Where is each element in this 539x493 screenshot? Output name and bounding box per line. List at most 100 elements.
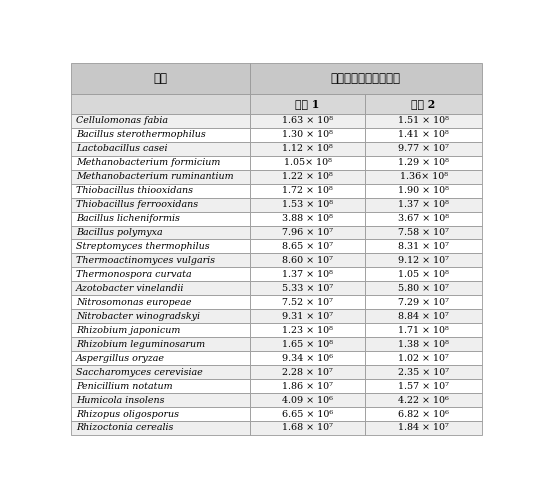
Text: 2.35 × 10⁷: 2.35 × 10⁷: [398, 368, 449, 377]
Bar: [250, 351, 365, 365]
Bar: [71, 128, 250, 142]
Text: Bacillus sterothermophilus: Bacillus sterothermophilus: [75, 130, 205, 139]
Text: 9.31 × 10⁷: 9.31 × 10⁷: [282, 312, 333, 321]
Text: 1.71 × 10⁸: 1.71 × 10⁸: [398, 326, 449, 335]
Bar: [250, 253, 365, 267]
Bar: [365, 170, 482, 183]
Bar: [365, 94, 482, 114]
Bar: [71, 379, 250, 393]
Text: 1.05 × 10⁸: 1.05 × 10⁸: [398, 270, 449, 279]
Text: 5.80 × 10⁷: 5.80 × 10⁷: [398, 284, 449, 293]
Text: 2.28 × 10⁷: 2.28 × 10⁷: [282, 368, 333, 377]
Text: Rhizobium leguminosarum: Rhizobium leguminosarum: [75, 340, 205, 349]
Bar: [71, 337, 250, 351]
Bar: [250, 407, 365, 421]
Text: 7.96 × 10⁷: 7.96 × 10⁷: [282, 228, 333, 237]
Bar: [71, 295, 250, 309]
Text: 1.90 × 10⁸: 1.90 × 10⁸: [398, 186, 449, 195]
Text: 1.72 × 10⁸: 1.72 × 10⁸: [282, 186, 333, 195]
Text: 1.68 × 10⁷: 1.68 × 10⁷: [282, 423, 333, 432]
Bar: [71, 407, 250, 421]
Text: Saccharomyces cerevisiae: Saccharomyces cerevisiae: [75, 368, 203, 377]
Bar: [250, 337, 365, 351]
Text: Thermonospora curvata: Thermonospora curvata: [75, 270, 191, 279]
Bar: [250, 393, 365, 407]
Text: 1.38 × 10⁸: 1.38 × 10⁸: [398, 340, 449, 349]
Bar: [71, 421, 250, 435]
Bar: [365, 365, 482, 379]
Bar: [365, 198, 482, 211]
Bar: [250, 94, 365, 114]
Bar: [365, 114, 482, 128]
Text: 1.12 × 10⁸: 1.12 × 10⁸: [282, 144, 333, 153]
Bar: [365, 142, 482, 156]
Bar: [250, 183, 365, 198]
Bar: [71, 267, 250, 282]
Text: Streptomyces thermophilus: Streptomyces thermophilus: [75, 242, 209, 251]
Bar: [250, 170, 365, 183]
Bar: [365, 393, 482, 407]
Bar: [250, 379, 365, 393]
Bar: [365, 323, 482, 337]
Text: 9.34 × 10⁶: 9.34 × 10⁶: [282, 353, 333, 363]
Bar: [365, 240, 482, 253]
Bar: [71, 94, 250, 114]
Bar: [365, 156, 482, 170]
Bar: [71, 240, 250, 253]
Bar: [71, 365, 250, 379]
Bar: [365, 337, 482, 351]
Bar: [71, 282, 250, 295]
Bar: [250, 365, 365, 379]
Bar: [71, 170, 250, 183]
Bar: [71, 156, 250, 170]
Text: 批次 1: 批次 1: [295, 99, 320, 109]
Bar: [250, 128, 365, 142]
Bar: [250, 225, 365, 240]
Bar: [250, 240, 365, 253]
Text: Rhizobium japonicum: Rhizobium japonicum: [75, 326, 180, 335]
Text: 1.41 × 10⁸: 1.41 × 10⁸: [398, 130, 449, 139]
Bar: [365, 128, 482, 142]
Bar: [71, 253, 250, 267]
Text: 7.52 × 10⁷: 7.52 × 10⁷: [282, 298, 333, 307]
Bar: [365, 267, 482, 282]
Text: 1.05× 10⁸: 1.05× 10⁸: [284, 158, 331, 167]
Text: Aspergillus oryzae: Aspergillus oryzae: [75, 353, 165, 363]
Text: Cellulomonas fabia: Cellulomonas fabia: [75, 116, 168, 125]
Bar: [71, 393, 250, 407]
Bar: [365, 351, 482, 365]
Bar: [250, 267, 365, 282]
Bar: [71, 351, 250, 365]
Bar: [250, 114, 365, 128]
Bar: [250, 309, 365, 323]
Text: Methanobacterium ruminantium: Methanobacterium ruminantium: [75, 172, 233, 181]
Text: Nitrobacter winogradskyi: Nitrobacter winogradskyi: [75, 312, 200, 321]
Bar: [365, 211, 482, 225]
Text: Rhizopus oligosporus: Rhizopus oligosporus: [75, 410, 179, 419]
Bar: [250, 323, 365, 337]
Bar: [71, 211, 250, 225]
Text: 1.02 × 10⁷: 1.02 × 10⁷: [398, 353, 449, 363]
Text: 1.57 × 10⁷: 1.57 × 10⁷: [398, 382, 449, 390]
Bar: [250, 282, 365, 295]
Text: Lactobacillus casei: Lactobacillus casei: [75, 144, 167, 153]
Bar: [250, 156, 365, 170]
Bar: [250, 142, 365, 156]
Text: 1.29 × 10⁸: 1.29 × 10⁸: [398, 158, 449, 167]
Text: 8.84 × 10⁷: 8.84 × 10⁷: [398, 312, 449, 321]
Text: 1.53 × 10⁸: 1.53 × 10⁸: [282, 200, 333, 209]
Text: 1.37 × 10⁸: 1.37 × 10⁸: [282, 270, 333, 279]
Text: Bacillus polymyxa: Bacillus polymyxa: [75, 228, 162, 237]
Bar: [365, 253, 482, 267]
Text: Thiobacillus ferrooxidans: Thiobacillus ferrooxidans: [75, 200, 198, 209]
Bar: [250, 211, 365, 225]
Bar: [250, 295, 365, 309]
Text: 9.77 × 10⁷: 9.77 × 10⁷: [398, 144, 449, 153]
Text: 3.88 × 10⁸: 3.88 × 10⁸: [282, 214, 333, 223]
Bar: [365, 225, 482, 240]
Text: 1.84 × 10⁷: 1.84 × 10⁷: [398, 423, 449, 432]
Text: 7.29 × 10⁷: 7.29 × 10⁷: [398, 298, 449, 307]
Text: 1.63 × 10⁸: 1.63 × 10⁸: [282, 116, 333, 125]
Bar: [250, 198, 365, 211]
Bar: [71, 309, 250, 323]
